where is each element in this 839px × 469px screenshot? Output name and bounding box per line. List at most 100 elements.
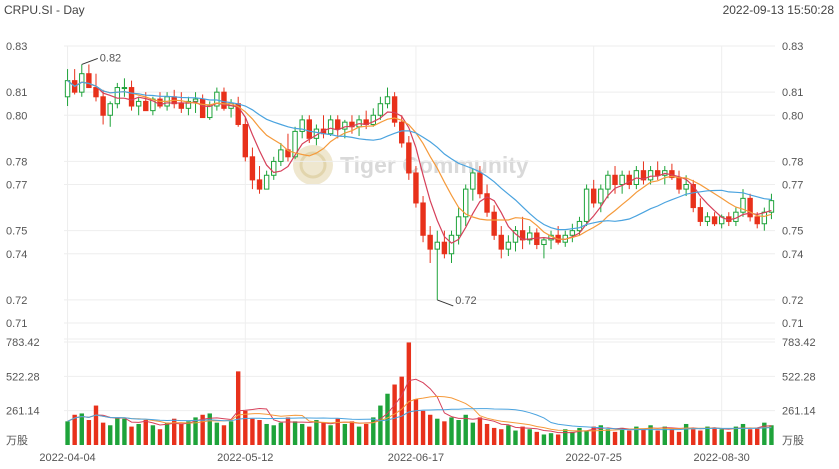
price-tick-label-left: 0.72 <box>6 295 27 307</box>
candle-up <box>512 230 519 243</box>
candle-down <box>484 193 490 213</box>
candle-up <box>761 211 768 225</box>
tiger-logo-icon <box>293 145 333 185</box>
volume-bar <box>307 426 312 445</box>
volume-bar <box>520 426 525 445</box>
volume-bar <box>250 418 255 445</box>
volume-bar <box>698 430 703 445</box>
volume-bar <box>221 425 227 445</box>
candle-down <box>93 87 99 98</box>
candle-up <box>121 87 128 90</box>
candle-up <box>583 188 590 222</box>
volume-axis: 783.42 783.42 522.28 522.28 261.14 261.14 万股 万股 <box>6 337 816 447</box>
candle-down <box>491 211 497 236</box>
volume-bar <box>548 433 554 445</box>
candle-up <box>740 197 746 213</box>
volume-tick-label-left: 783.42 <box>6 337 40 349</box>
candle-up <box>619 174 625 185</box>
volume-bar <box>321 422 326 445</box>
volume-tick-label-right: 522.28 <box>782 371 816 383</box>
volume-tick-label-left: 522.28 <box>6 371 40 383</box>
candle-down <box>178 103 185 109</box>
volume-bar <box>605 429 611 445</box>
min-annotation: 0.72 <box>455 295 476 307</box>
volume-bar <box>655 430 660 445</box>
candle-up <box>271 160 277 176</box>
volume-bar <box>392 384 397 445</box>
date-tick-label: 2022-05-12 <box>217 452 273 464</box>
price-tick-label-right: 0.75 <box>782 226 803 238</box>
volume-bar <box>122 418 127 445</box>
volume-bar <box>150 425 156 445</box>
annotations: 0.82 0.72 <box>81 52 477 307</box>
ma-mid-line <box>67 80 772 240</box>
volume-bar <box>271 425 276 445</box>
volume-bar <box>363 423 369 445</box>
volume-bar <box>641 429 646 445</box>
volume-bar <box>164 422 170 445</box>
candle-up <box>569 230 576 236</box>
vol-ma-long <box>67 408 772 431</box>
volume-bar <box>328 425 333 445</box>
candle-down <box>612 174 618 185</box>
volume-bar <box>193 417 198 445</box>
candle-down <box>306 119 312 139</box>
volume-bar <box>129 426 134 445</box>
candle-down <box>391 96 398 123</box>
volume-bar <box>612 431 618 445</box>
price-tick-label-left: 0.80 <box>6 110 27 122</box>
volume-bar <box>335 418 340 445</box>
volume-bar <box>214 422 220 445</box>
volume-bar <box>648 425 653 445</box>
volume-bar <box>591 426 596 445</box>
candle-down <box>143 100 149 112</box>
price-tick-label-right: 0.74 <box>782 249 803 261</box>
volume-bar <box>200 414 205 445</box>
volume-bar <box>179 423 184 445</box>
price-axis: 0.83 0.83 0.81 0.81 0.80 0.80 0.78 0.78 0.77 0.77… <box>6 41 803 330</box>
volume-bar <box>79 413 84 445</box>
volume-bar <box>755 427 760 445</box>
volume-bar <box>378 405 383 445</box>
candle-up <box>384 96 391 105</box>
candle-down <box>399 121 405 144</box>
volume-bar <box>513 430 518 445</box>
price-tick-label-right: 0.77 <box>782 180 803 192</box>
chart-title: CRPU.SI - Day <box>4 3 85 17</box>
volume-bar <box>427 414 433 445</box>
volume-bar <box>93 405 99 445</box>
volume-bar <box>235 371 241 445</box>
candle-up <box>327 119 334 135</box>
candle-up <box>342 121 348 130</box>
candle-down <box>747 197 753 218</box>
candle-up <box>214 91 220 107</box>
max-annotation: 0.82 <box>100 52 121 64</box>
volume-bar <box>349 421 355 445</box>
candle-up <box>434 241 440 250</box>
candle-up <box>768 200 775 213</box>
candle-down <box>199 98 206 119</box>
watermark: Tiger Community <box>293 145 529 185</box>
volume-bar <box>172 418 177 445</box>
vol-ma-mid <box>67 395 772 432</box>
candle-up <box>263 174 270 190</box>
volume-bar <box>527 429 532 445</box>
candle-up <box>527 232 533 241</box>
candle-up <box>192 98 199 102</box>
volume-bar <box>442 421 447 445</box>
volume-bar <box>285 417 291 445</box>
volume-bar <box>683 423 689 445</box>
volume-bar <box>86 420 92 445</box>
volume-bar <box>662 426 667 445</box>
price-tick-label-right: 0.83 <box>782 41 803 53</box>
volume-bar <box>712 427 717 445</box>
volume-tick-label-right: 783.42 <box>782 337 816 349</box>
candle-up <box>605 174 611 190</box>
candle-down <box>335 119 341 130</box>
price-tick-label-left: 0.83 <box>6 41 27 53</box>
candle-down <box>640 170 647 181</box>
volume-bar <box>108 425 113 445</box>
candle-down <box>406 142 412 174</box>
candle-up <box>455 216 462 236</box>
